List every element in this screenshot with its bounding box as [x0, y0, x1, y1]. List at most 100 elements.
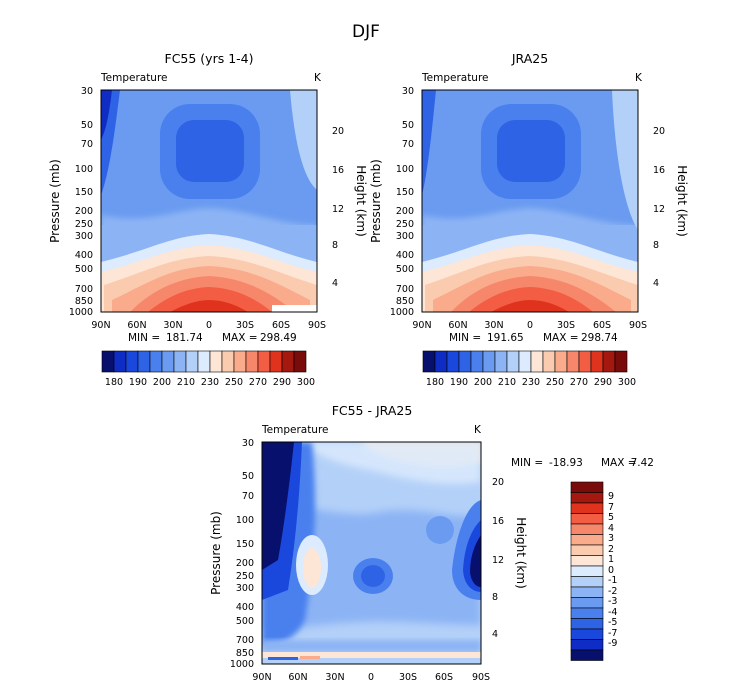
panel-title: JRA25	[511, 51, 548, 66]
y-tick-right: 16	[332, 165, 344, 176]
y-tick: 200	[396, 206, 414, 217]
colorbar-label: 2	[608, 544, 614, 555]
y-axis-left: 30 50 70 100 150 200 250 300 400 500 700…	[69, 86, 93, 318]
colorbar-label: -7	[608, 628, 617, 639]
colorbar-label: 270	[570, 377, 588, 388]
max-value: 298.74	[581, 332, 618, 344]
colorbar-swatch	[434, 350, 448, 373]
colorbar-swatch	[257, 350, 271, 373]
plot-frame	[421, 89, 639, 313]
y-tick: 1000	[230, 659, 254, 670]
contour-band-tropical-cold-core	[176, 120, 244, 182]
colorbar-swatch	[101, 350, 115, 373]
y-tick: 200	[236, 558, 254, 569]
colorbar-swatch	[530, 350, 544, 373]
plot-frame	[261, 441, 482, 665]
y-axis-left: 30 50 70 100 150 200 250 300 400 500 700…	[390, 86, 414, 318]
x-tick: 30S	[557, 320, 575, 331]
y-tick: 700	[396, 284, 414, 295]
contour-band-polar-cold	[422, 90, 436, 195]
y-tick-right: 8	[332, 240, 338, 251]
colorbar-swatch	[209, 350, 223, 373]
field-label: Temperature	[100, 72, 168, 84]
figure-title: DJF	[352, 22, 380, 42]
y-tick: 100	[236, 515, 254, 526]
y-tick: 150	[396, 187, 414, 198]
x-tick: 0	[368, 672, 374, 683]
colorbar-label: 270	[249, 377, 267, 388]
x-tick: 60N	[127, 320, 146, 331]
contour-band-tropopause	[422, 208, 638, 240]
colorbar-swatch	[570, 555, 604, 567]
colorbar-label: 290	[273, 377, 291, 388]
min-value: 181.74	[166, 332, 203, 344]
colorbar-labels: 180 190 200 210 230 250 270 290 300	[426, 377, 636, 388]
colorbar-swatch	[566, 350, 580, 373]
y-tick-right: 12	[492, 555, 504, 566]
y-axis-left: 30 50 70 100 150 200 250 300 400 500 700…	[230, 438, 254, 670]
y-tick: 70	[242, 491, 254, 502]
x-tick: 60S	[435, 672, 453, 683]
colorbar-swatch	[570, 618, 604, 630]
y-tick: 300	[236, 583, 254, 594]
contour-band-tropical-warm-core	[303, 548, 321, 588]
y-tick: 700	[236, 635, 254, 646]
y-axis-label-right: Height (km)	[354, 165, 368, 236]
y-axis-label: Pressure (mb)	[369, 159, 383, 243]
contour-band-surface-cold-streak	[268, 657, 298, 660]
stats-line: MIN = -18.93 MAX = 7.42	[511, 457, 654, 469]
colorbar-swatch	[570, 576, 604, 588]
colorbar-label: 0	[608, 565, 614, 576]
colorbar-label: 200	[474, 377, 492, 388]
y-tick: 50	[81, 120, 93, 131]
colorbar-label: 300	[297, 377, 315, 388]
panel-jra25: JRA25 Temperature K 30 50 70 100 150	[369, 51, 689, 388]
contour-band-t6	[170, 300, 248, 312]
colorbar-label: 230	[522, 377, 540, 388]
min-label: MIN =	[128, 332, 160, 344]
colorbar-label: -3	[608, 596, 617, 607]
colorbar-swatch	[293, 350, 307, 373]
colorbar-label: 9	[608, 491, 614, 502]
colorbar-label: 300	[618, 377, 636, 388]
x-tick: 90N	[91, 320, 110, 331]
contour-field	[101, 90, 317, 312]
y-tick-right: 12	[653, 204, 665, 215]
unit-label: K	[474, 424, 482, 436]
y-tick: 30	[81, 86, 93, 97]
x-axis: 90N 60N 30N 0 30S 60S 90S	[252, 672, 490, 683]
y-tick: 50	[402, 120, 414, 131]
colorbar-swatch	[570, 586, 604, 598]
colorbar-labels: 180 190 200 210 230 250 270 290 300	[105, 377, 315, 388]
y-tick: 100	[396, 164, 414, 175]
stats-line: MIN = 191.65 MAX = 298.74	[449, 332, 618, 344]
y-tick: 250	[396, 219, 414, 230]
contour-band-surface-cold	[262, 640, 481, 652]
y-tick: 400	[75, 250, 93, 261]
contour-band-near-zero-top	[300, 442, 481, 484]
colorbar-swatch	[221, 350, 235, 373]
y-axis-label-right: Height (km)	[675, 165, 689, 236]
colorbar-swatch	[602, 350, 616, 373]
max-value: 298.49	[260, 332, 297, 344]
x-tick: 30N	[163, 320, 182, 331]
y-axis-right: 20 16 12 8 4	[332, 126, 344, 289]
y-tick: 70	[402, 139, 414, 150]
colorbar-swatch	[570, 513, 604, 525]
colorbar-swatch	[570, 544, 604, 556]
x-tick: 60S	[272, 320, 290, 331]
y-tick: 300	[75, 231, 93, 242]
colorbar-swatch	[281, 350, 295, 373]
colorbar-label: 3	[608, 533, 614, 544]
colorbar-swatch	[578, 350, 592, 373]
colorbar-label: 190	[129, 377, 147, 388]
colorbar-swatch	[570, 628, 604, 640]
y-tick: 30	[242, 438, 254, 449]
colorbar-label: -4	[608, 607, 617, 618]
y-axis-right: 20 16 12 8 4	[492, 477, 504, 640]
y-tick-right: 16	[653, 165, 665, 176]
x-tick: 60S	[593, 320, 611, 331]
colorbar-label: 180	[105, 377, 123, 388]
contour-band-tropopause	[101, 208, 317, 240]
colorbar-swatch	[458, 350, 472, 373]
